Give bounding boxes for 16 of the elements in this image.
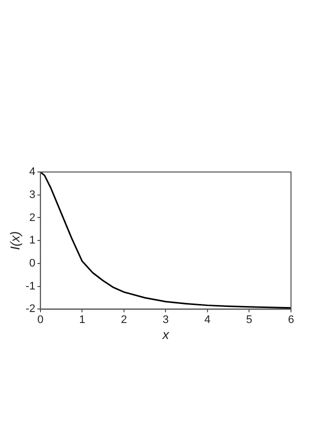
y-tick-label: 4 bbox=[29, 166, 36, 178]
x-tick-label: 6 bbox=[288, 314, 294, 326]
y-tick-label: -2 bbox=[26, 303, 36, 316]
x-tick-label: 0 bbox=[37, 314, 44, 326]
y-tick-label: 3 bbox=[29, 188, 36, 201]
y-axis-title: I(x) bbox=[7, 231, 22, 250]
y-tick-label: 0 bbox=[29, 258, 36, 270]
x-tick-label: 2 bbox=[120, 314, 127, 326]
x-axis-title: x bbox=[161, 326, 170, 342]
x-tick-label: 5 bbox=[246, 314, 252, 326]
x-tick-label: 4 bbox=[204, 314, 211, 326]
y-tick-label: 1 bbox=[29, 234, 36, 247]
y-tick-label: -1 bbox=[26, 280, 36, 292]
x-tick-label: 1 bbox=[79, 314, 86, 326]
y-tick-label: 2 bbox=[29, 212, 36, 224]
x-tick-label: 3 bbox=[162, 314, 169, 326]
